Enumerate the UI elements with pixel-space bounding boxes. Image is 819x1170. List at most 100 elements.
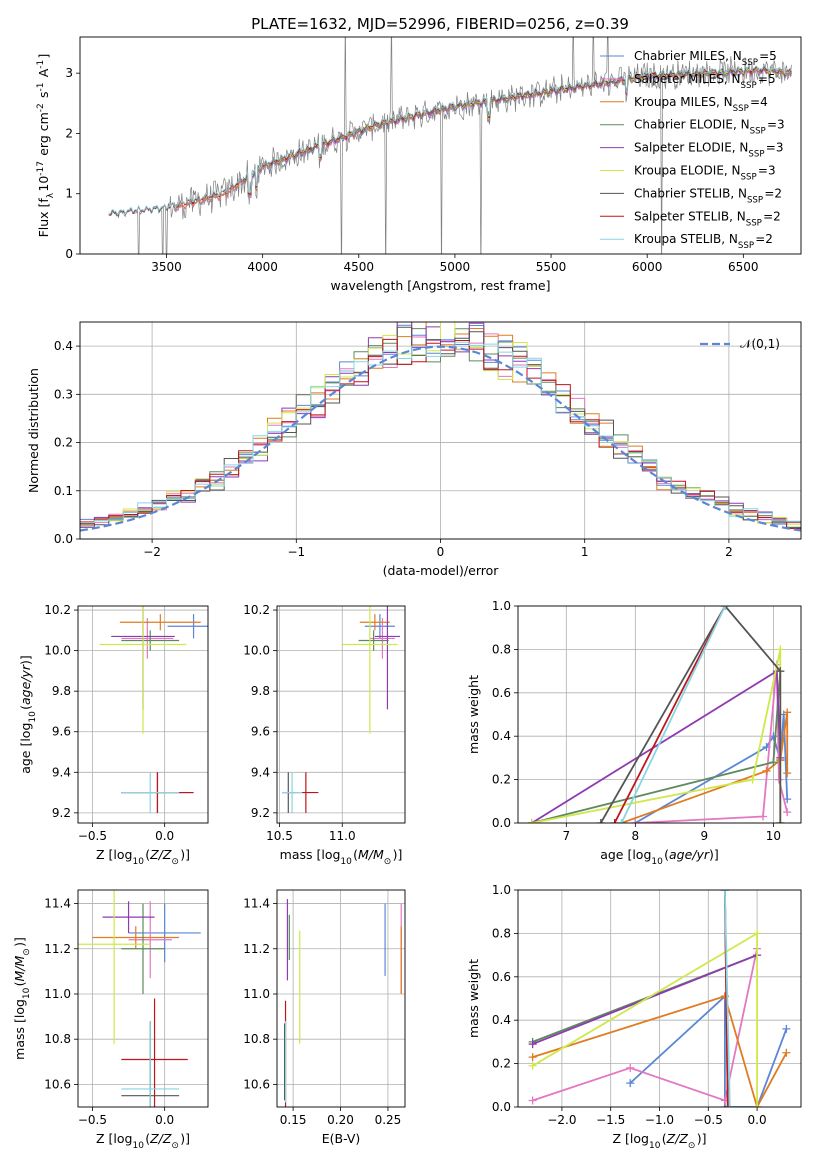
y-tick-label: 9.8 xyxy=(52,684,71,698)
y-tick-label: 10.2 xyxy=(243,603,270,617)
y-tick-label: 9.2 xyxy=(52,806,71,820)
x-tick-label: −0.5 xyxy=(694,1113,723,1127)
mass-weight-marker xyxy=(617,819,626,823)
y-tick-label: 0.0 xyxy=(492,816,511,830)
mass-weight-marker xyxy=(528,1061,537,1070)
x-axis-label: (data-model)/error xyxy=(383,563,500,578)
y-tick-label: 1.0 xyxy=(492,883,511,897)
x-tick-label: 0.0 xyxy=(155,1113,174,1127)
y-tick-label: 9.8 xyxy=(251,684,270,698)
y-tick-label: 0.1 xyxy=(54,484,73,498)
mass-weight-marker xyxy=(753,929,762,938)
y-tick-label: 9.6 xyxy=(52,725,71,739)
y-tick-label: 0.2 xyxy=(492,1057,511,1071)
axes-frame xyxy=(77,605,209,824)
y-tick-label: 11.0 xyxy=(243,987,270,1001)
x-tick-label: 0.25 xyxy=(375,1113,402,1127)
y-axis-label: mass weight xyxy=(466,675,481,754)
x-tick-label: −2 xyxy=(143,545,161,559)
mass-weight-line xyxy=(629,994,788,1107)
y-tick-label: 3 xyxy=(65,66,73,80)
plot-area xyxy=(282,606,400,813)
mass-weight-marker xyxy=(527,819,536,823)
x-tick-label: 0.20 xyxy=(327,1113,354,1127)
y-tick-label: 10.6 xyxy=(243,1077,270,1091)
plot-area xyxy=(78,890,201,1107)
mass-weight-marker xyxy=(528,1053,537,1062)
axes-frame xyxy=(517,605,802,824)
x-axis-label: wavelength [Angstrom, rest frame] xyxy=(330,278,550,293)
x-tick-label: 0.0 xyxy=(155,829,174,843)
plot-area xyxy=(528,890,791,1107)
mass-weight-marker xyxy=(753,1103,762,1107)
x-tick-label: 4000 xyxy=(247,260,278,274)
mass-weight-marker xyxy=(776,667,785,676)
y-tick-label: 10.0 xyxy=(44,644,71,658)
x-tick-label: 1 xyxy=(581,545,589,559)
mass-weight-marker xyxy=(723,1103,732,1107)
x-axis-label: E(B-V) xyxy=(322,1131,361,1146)
mass-weight-line xyxy=(620,606,726,823)
x-tick-label: 11.0 xyxy=(329,829,356,843)
mass-ebv-axes: 0.15 0.20 0.25 10.6 10.8 11.0 11.2 11.4 E(B-V) xyxy=(243,889,406,1146)
x-tick-label: 10.5 xyxy=(266,829,293,843)
mass-weight-marker xyxy=(631,819,640,823)
mass-weight-marker xyxy=(596,819,605,823)
weight-z-axes: −2.0 −1.5 −1.0 −0.5 0.0 0.0 0.2 0.4 0.6 0.8 1.0 Z [… xyxy=(466,883,802,1151)
y-tick-label: 11.4 xyxy=(44,897,71,911)
y-tick-label: 11.2 xyxy=(243,942,270,956)
y-tick-label: 11.2 xyxy=(44,942,71,956)
y-tick-label: 0.0 xyxy=(54,532,73,546)
y-tick-label: 0.4 xyxy=(492,1013,511,1027)
mass-weight-marker xyxy=(626,1079,635,1088)
x-tick-label: 7 xyxy=(562,829,570,843)
y-tick-label: 0.8 xyxy=(492,926,511,940)
x-axis-label: mass [log10 (M/M⊙ )] xyxy=(280,847,403,867)
x-tick-label: 5500 xyxy=(536,260,567,274)
figure-title: PLATE=1632, MJD=52996, FIBERID=0256, z=0… xyxy=(251,15,629,33)
x-tick-label: 8 xyxy=(632,829,640,843)
plots-layer: 3500 4000 4500 5000 5500 6000 6500 0 1 2 3 waveleng… xyxy=(12,36,802,1151)
residual-histogram xyxy=(80,341,801,524)
y-tick-label: 0.3 xyxy=(54,387,73,401)
mass-weight-marker xyxy=(769,758,778,767)
y-tick-label: 2 xyxy=(65,126,73,140)
legend-label: Salpeter MILES, NSSP =5 xyxy=(634,72,776,91)
mass-weight-marker xyxy=(528,1040,537,1049)
legend-label: Salpeter ELODIE, NSSP =3 xyxy=(634,141,783,160)
y-axis-label: Normed distribution xyxy=(26,368,41,493)
x-tick-label: 10 xyxy=(766,829,781,843)
legend-label: Chabrier ELODIE, NSSP =3 xyxy=(634,118,785,137)
legend-label: Kroupa ELODIE, NSSP =3 xyxy=(634,164,776,183)
y-axis-label: Flux [fλ 10-17 erg cm-2 s-1 A-1 ] xyxy=(36,54,56,238)
mass-weight-line xyxy=(600,606,782,823)
mass-weight-marker xyxy=(759,812,768,821)
axes-frame xyxy=(276,889,406,1108)
x-axis-label: age [log10 (age/yr)] xyxy=(600,847,719,867)
mass-weight-marker xyxy=(721,606,730,610)
age-mass-axes: 10.5 11.0 9.2 9.4 9.6 9.8 10.0 10.2 mass [log10 … xyxy=(243,603,406,867)
y-tick-label: 10.0 xyxy=(243,644,270,658)
mass-weight-marker xyxy=(774,775,783,784)
y-tick-label: 0.4 xyxy=(492,729,511,743)
residual-histogram xyxy=(80,328,801,528)
x-axis-label: Z [log10 (Z/Z⊙ )] xyxy=(96,847,190,867)
age-z-axes: −0.5 0.0 9.2 9.4 9.6 9.8 10.0 10.2 Z [log10 (Z/Z… xyxy=(18,603,209,867)
y-tick-label: 0.2 xyxy=(492,773,511,787)
mass-weight-marker xyxy=(626,1063,635,1072)
mass-weight-marker xyxy=(610,819,619,823)
weight-age-axes: 7 8 9 10 0.0 0.2 0.4 0.6 0.8 1.0 age [log10 (age/y… xyxy=(466,599,802,867)
x-tick-label: −1 xyxy=(287,545,305,559)
x-axis-label: Z [log10 (Z/Z⊙ )] xyxy=(613,1131,707,1151)
plot-area xyxy=(527,606,792,823)
y-tick-label: 11.4 xyxy=(243,897,270,911)
x-tick-label: 2 xyxy=(725,545,733,559)
y-axis-label: mass [log10 (M/M⊙ )] xyxy=(12,937,32,1060)
mass-weight-marker xyxy=(783,769,792,778)
mass-weight-line xyxy=(613,606,726,823)
y-tick-label: 1.0 xyxy=(492,599,511,613)
normal-curve xyxy=(80,345,801,532)
mass-weight-marker xyxy=(782,1024,791,1033)
y-tick-label: 0.6 xyxy=(492,970,511,984)
